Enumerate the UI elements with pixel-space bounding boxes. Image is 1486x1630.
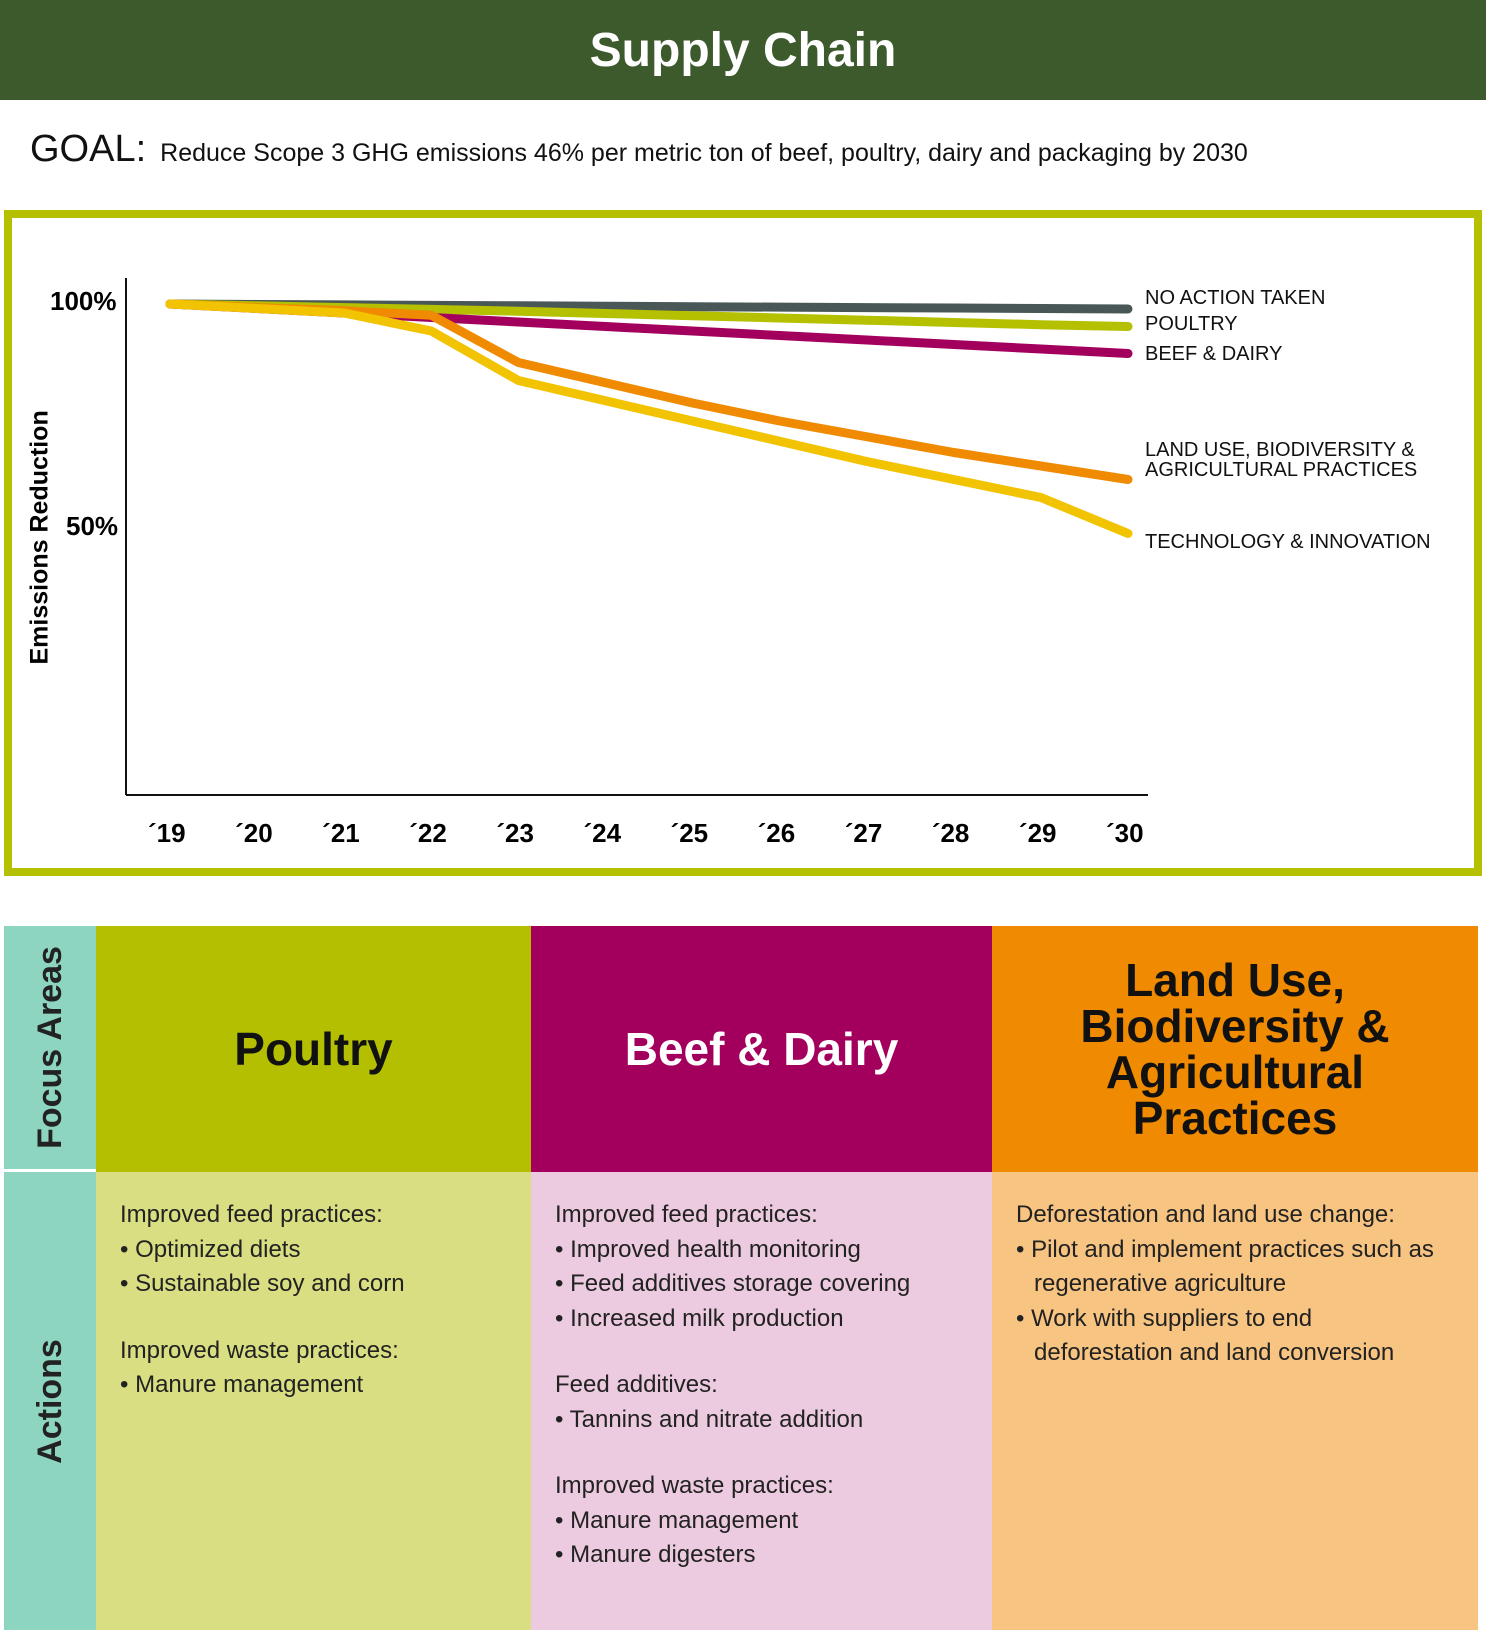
y-axis-label: Emissions Reduction — [25, 410, 54, 665]
x-tick-label: ´27 — [844, 818, 883, 848]
action-group: Deforestation and land use change: Pilot … — [1016, 1198, 1454, 1371]
actions-cell: Improved feed practices: Improved health … — [531, 1172, 992, 1630]
action-group: Improved waste practices: Manure manageme… — [120, 1334, 507, 1403]
legend-label: TECHNOLOGY & INNOVATION — [1145, 531, 1431, 553]
action-item: Work with suppliers to end deforestation… — [1016, 1302, 1454, 1371]
action-item: Increased milk production — [555, 1302, 968, 1337]
legend-label: LAND USE, BIODIVERSITY & AGRICULTURAL PR… — [1145, 439, 1418, 481]
x-tick-label: ´25 — [670, 818, 709, 848]
actions-cell: Deforestation and land use change: Pilot … — [992, 1172, 1478, 1630]
action-group: Improved feed practices: Improved health … — [555, 1198, 968, 1336]
x-tick-label: ´23 — [496, 818, 534, 848]
action-item: Feed additives storage covering — [555, 1267, 968, 1302]
y-tick-label: 50% — [66, 511, 119, 541]
action-heading: Deforestation and land use change: — [1016, 1201, 1395, 1228]
goal-label: GOAL: — [30, 128, 147, 170]
action-heading: Feed additives: — [555, 1371, 718, 1398]
goal-statement: GOAL: Reduce Scope 3 GHG emissions 46% pe… — [30, 128, 1248, 171]
x-tick-label: ´21 — [322, 818, 360, 848]
x-tick-label: ´20 — [235, 818, 273, 848]
action-item: Sustainable soy and corn — [120, 1267, 507, 1302]
action-item: Manure digesters — [555, 1538, 968, 1573]
y-tick-label: 100% — [50, 286, 117, 316]
focus-areas-text: Focus Areas — [30, 946, 69, 1149]
x-tick-label: ´28 — [931, 818, 970, 848]
series-line — [165, 299, 1133, 538]
action-group: Improved feed practices: Optimized dietsS… — [120, 1198, 507, 1302]
x-tick-label: ´26 — [757, 818, 796, 848]
page-title: Supply Chain — [0, 0, 1486, 100]
focus-area-header: Land Use, Biodiversity & Agricultural Pr… — [992, 926, 1478, 1172]
x-tick-label: ´29 — [1018, 818, 1057, 848]
action-heading: Improved waste practices: — [555, 1472, 834, 1499]
action-item: Tannins and nitrate addition — [555, 1403, 968, 1438]
action-group: Improved waste practices: Manure manageme… — [555, 1469, 968, 1573]
action-heading: Improved waste practices: — [120, 1336, 399, 1364]
focus-areas-label: Focus Areas — [4, 926, 96, 1172]
legend-label: BEEF & DAIRY — [1145, 343, 1283, 365]
x-tick-label: ´19 — [148, 818, 186, 848]
action-heading: Improved feed practices: — [555, 1201, 818, 1228]
action-item: Improved health monitoring — [555, 1233, 968, 1268]
actions-label: Actions — [4, 1172, 96, 1630]
emissions-chart — [125, 278, 1148, 796]
x-tick-label: ´22 — [409, 818, 447, 848]
x-tick-label: ´30 — [1106, 818, 1144, 848]
goal-text: Reduce Scope 3 GHG emissions 46% per met… — [160, 139, 1248, 167]
action-item: Pilot and implement practices such as re… — [1016, 1233, 1454, 1302]
legend-label: POULTRY — [1145, 313, 1238, 335]
actions-cell: Improved feed practices: Optimized dietsS… — [96, 1172, 531, 1630]
focus-area-header: Poultry — [96, 926, 531, 1172]
action-item: Manure management — [120, 1368, 507, 1403]
focus-area-header: Beef & Dairy — [531, 926, 992, 1172]
legend-label: NO ACTION TAKEN — [1145, 287, 1326, 309]
action-item: Optimized diets — [120, 1233, 507, 1268]
action-item: Manure management — [555, 1504, 968, 1539]
actions-text: Actions — [30, 1338, 69, 1464]
x-tick-label: ´24 — [583, 818, 622, 848]
chart-frame — [4, 210, 1482, 876]
action-group: Feed additives: Tannins and nitrate addit… — [555, 1368, 968, 1437]
action-heading: Improved feed practices: — [120, 1201, 383, 1228]
